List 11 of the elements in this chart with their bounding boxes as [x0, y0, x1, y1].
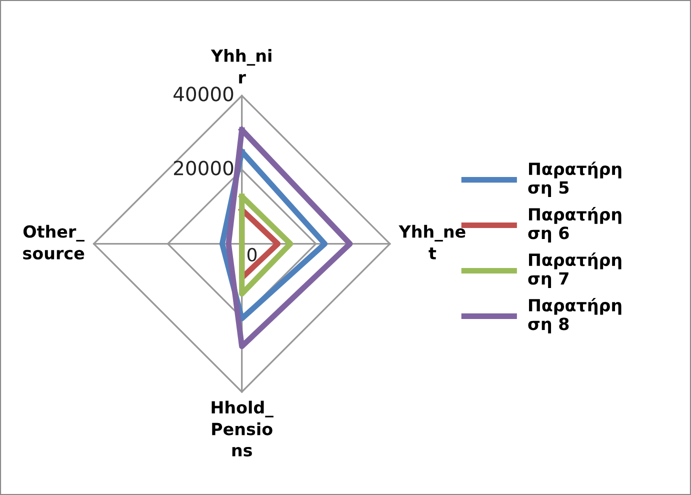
spoke-label: Yhh_nir — [210, 49, 272, 84]
legend-label: Παρατήρηση 6 — [528, 207, 622, 242]
y-tick-label: 0 — [247, 248, 257, 262]
spoke-label: Yhh_net — [398, 224, 466, 260]
y-tick-label: 40000 — [174, 86, 234, 102]
legend-label: Παρατήρηση 5 — [528, 162, 622, 198]
spoke-label: Other_source — [23, 224, 85, 260]
y-tick-label: 20000 — [174, 160, 234, 176]
legend-label: Παρατήρηση 7 — [528, 252, 622, 288]
legend-label: Παρατήρηση 8 — [528, 298, 622, 334]
spoke-label: Hhold_Pensions — [212, 400, 274, 457]
